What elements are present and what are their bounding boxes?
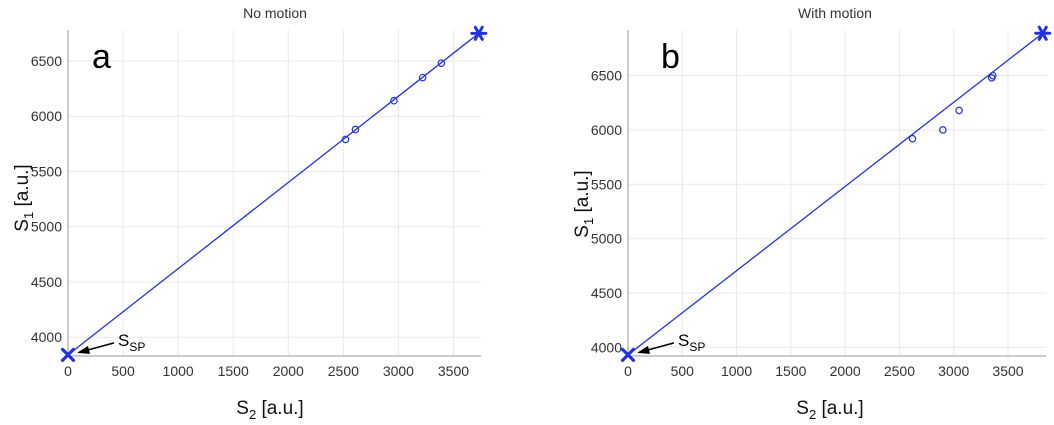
panel-b-x-tick-label: 1000 <box>721 363 752 379</box>
panel-a-x-axis-label-sub: 2 <box>249 407 256 422</box>
panel-a-y-axis-label-unit: [a.u.] <box>12 164 33 212</box>
panel-a-data-point <box>390 96 398 105</box>
panel-b-annotation-arrow-head <box>637 345 650 354</box>
panel-a-star-stroke <box>473 25 484 41</box>
panel-a-x-tick-label: 1000 <box>163 363 194 379</box>
panel-a-y-axis-label-main: S <box>12 219 33 232</box>
panel-b-x-axis-label-main: S <box>796 398 809 419</box>
panel-a-y-tick-label: 6000 <box>31 108 62 124</box>
panel-b-y-tick-label: 6500 <box>591 68 622 84</box>
panel-a-x-tick-label: 2500 <box>328 363 359 379</box>
panel-b-fit-line <box>627 32 1044 356</box>
panel-a-y-axis-label-sub: 1 <box>21 212 36 219</box>
panel-a-x-tick-label: 3000 <box>383 363 414 379</box>
panel-a-data-point <box>351 125 360 134</box>
panel-b-data-point <box>955 106 963 115</box>
panel-b-x-tick-label: 1500 <box>775 363 806 379</box>
panel-b-annotation-label-main: S <box>678 331 689 350</box>
panel-b-panel-letter: b <box>661 38 680 76</box>
panel-a-panel-letter: a <box>92 38 111 76</box>
panel-b-x-marker <box>620 347 636 363</box>
panel-a-y-tick-label: 5500 <box>31 163 62 179</box>
panel-a-x-marker <box>60 347 76 362</box>
panel-a-x-axis-label-main: S <box>236 398 249 419</box>
panel-b-title: With motion <box>798 5 872 21</box>
panel-a-fit-line <box>67 32 480 356</box>
panel-a-x-tick-label: 3500 <box>438 363 469 379</box>
panel-b-x-tick-label: 0 <box>624 363 632 379</box>
panel-a-x-marker-stroke <box>60 347 76 362</box>
panel-a-y-tick-label: 4000 <box>31 329 62 345</box>
panel-b-x-tick-label: 500 <box>671 363 695 379</box>
panel-b-y-tick-label: 5500 <box>591 176 622 192</box>
panel-b-x-axis-label-sub: 2 <box>809 407 816 422</box>
panel-b-x-tick-label: 2000 <box>830 363 861 379</box>
panel-b-annotation-label: SSP <box>678 331 705 354</box>
panel-a-y-axis-label: S1 [a.u.] <box>12 164 36 231</box>
panel-b-y-axis-label-unit: [a.u.] <box>572 170 593 218</box>
panel-b-chart: 0 500 1000 1500 2000 2500 3000 3500 4000 4500 5000… <box>572 5 1052 422</box>
panel-b-x-marker-stroke <box>620 347 636 363</box>
panel-a-annotation-label-sub: SP <box>129 340 145 354</box>
panel-a-y-tick-label: 6500 <box>31 53 62 69</box>
panel-a-chart: 0 500 1000 1500 2000 2500 3000 3500 4000 4500 5000… <box>12 5 488 422</box>
panel-a-x-tick-label: 2000 <box>273 363 304 379</box>
panel-b-star-marker <box>1034 25 1052 41</box>
panel-a-x-axis-label: S2 [a.u.] <box>236 398 303 422</box>
panel-a-x-tick-label: 1500 <box>218 363 249 379</box>
panel-a-annotation-arrow-head <box>77 345 90 354</box>
panel-b-y-tick-label: 5000 <box>591 231 622 247</box>
panel-a-x-tick-label: 500 <box>111 363 135 379</box>
panel-b-data-point <box>939 126 947 134</box>
panel-b-x-axis-label: S2 [a.u.] <box>796 398 863 422</box>
panel-b-star-stroke <box>1037 25 1048 41</box>
panel-a-data-point <box>437 59 446 67</box>
panel-a-annotation-label-main: S <box>118 331 129 350</box>
panel-a-title: No motion <box>243 5 307 21</box>
panel-b-x-tick-label: 3500 <box>992 363 1023 379</box>
panel-b-data-point <box>988 71 997 80</box>
panel-a-x-tick-label: 0 <box>64 363 72 379</box>
panel-b-y-tick-label: 4500 <box>591 285 622 301</box>
panel-b-y-tick-label: 4000 <box>591 339 622 355</box>
panel-b-data-point <box>908 134 917 143</box>
panel-b-x-tick-label: 2500 <box>884 363 915 379</box>
panel-b-x-axis-label-unit: [a.u.] <box>816 398 864 419</box>
panel-b-y-axis-label-main: S <box>572 225 593 238</box>
panel-a-y-tick-label: 4500 <box>31 274 62 290</box>
panel-a-x-axis-label-unit: [a.u.] <box>256 398 304 419</box>
panel-a-data-point <box>418 73 427 82</box>
panel-a-y-tick-label: 5000 <box>31 219 62 235</box>
panel-a-annotation-label: SSP <box>118 331 145 354</box>
panel-b-y-axis-label: S1 [a.u.] <box>572 170 596 237</box>
panel-b-annotation-label-sub: SP <box>689 340 705 354</box>
panel-a-star-marker <box>470 25 488 41</box>
panel-b-y-tick-label: 6000 <box>591 122 622 138</box>
panel-a-data-point <box>341 135 350 144</box>
panel-b-y-axis-label-sub: 1 <box>581 218 596 225</box>
panel-b-x-tick-label: 3000 <box>938 363 969 379</box>
